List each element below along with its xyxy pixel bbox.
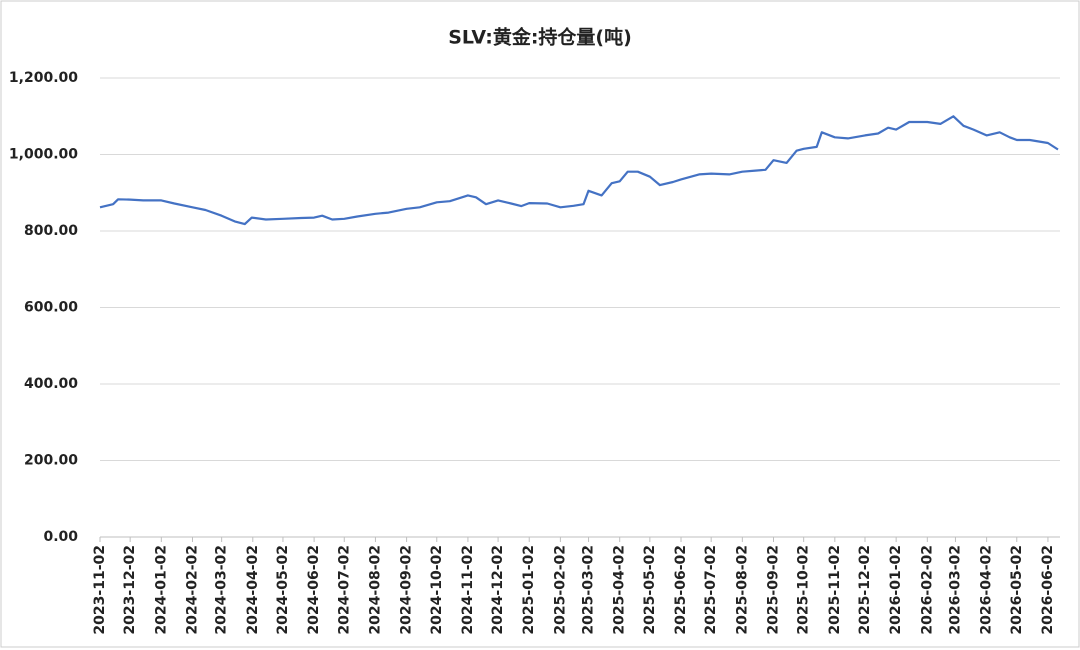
x-tick-label: 2024-03-02 <box>214 545 230 635</box>
y-tick-label: 200.00 <box>24 453 78 469</box>
x-tick-label: 2025-04-02 <box>612 545 628 635</box>
x-tick-label: 2025-07-02 <box>703 545 719 635</box>
y-tick-label: 600.00 <box>24 300 78 316</box>
x-tick-label: 2025-11-02 <box>827 545 843 635</box>
x-tick-label: 2024-06-02 <box>306 545 322 635</box>
x-tick-label: 2024-04-02 <box>245 545 261 635</box>
data-line <box>99 115 1059 226</box>
y-tick-label: 400.00 <box>24 376 78 392</box>
x-tick-label: 2023-12-02 <box>122 545 138 635</box>
x-tick-label: 2026-03-02 <box>947 545 963 635</box>
x-tick-label: 2024-09-02 <box>399 545 415 635</box>
x-tick-label: 2024-07-02 <box>336 545 352 635</box>
x-tick-label: 2026-05-02 <box>1009 545 1025 635</box>
x-tick-label: 2025-12-02 <box>857 545 873 635</box>
x-tick-label: 2024-11-02 <box>460 545 476 635</box>
y-tick-label: 1,000.00 <box>9 147 78 163</box>
y-tick-label: 0.00 <box>43 529 78 545</box>
x-tick-label: 2026-04-02 <box>979 545 995 635</box>
x-tick-label: 2026-01-02 <box>888 545 904 635</box>
x-tick-label: 2024-01-02 <box>153 545 169 635</box>
x-tick-label: 2025-09-02 <box>766 545 782 635</box>
x-tick-label: 2024-08-02 <box>367 545 383 635</box>
x-tick-label: 2025-01-02 <box>521 545 537 635</box>
y-tick-label: 800.00 <box>24 223 78 239</box>
x-tick-label: 2024-05-02 <box>275 545 291 635</box>
x-tick-label: 2024-12-02 <box>490 545 506 635</box>
x-tick-label: 2025-02-02 <box>552 545 568 635</box>
x-tick-label: 2025-10-02 <box>796 545 812 635</box>
x-tick-label: 2025-08-02 <box>734 545 750 635</box>
x-tick-label: 2025-06-02 <box>673 545 689 635</box>
x-tick-label: 2024-02-02 <box>184 545 200 635</box>
y-tick-label: 1,200.00 <box>9 70 78 86</box>
x-tick-label: 2024-10-02 <box>429 545 445 635</box>
chart-title: SLV:黄金:持仓量(吨) <box>448 26 632 49</box>
x-tick-label: 2023-11-02 <box>92 545 108 635</box>
x-tick-label: 2025-03-02 <box>581 545 597 635</box>
x-tick-label: 2025-05-02 <box>642 545 658 635</box>
x-tick-label: 2026-02-02 <box>919 545 935 635</box>
x-tick-label: 2026-06-02 <box>1040 545 1056 635</box>
